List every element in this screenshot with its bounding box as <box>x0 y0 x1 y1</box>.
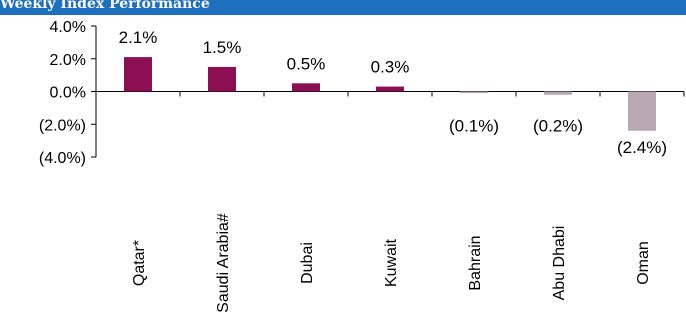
bar-kuwait <box>376 86 404 92</box>
bar-bahrain <box>460 91 488 94</box>
bar-oman <box>628 91 656 131</box>
y-tick-label: 2.0% <box>50 52 86 69</box>
category-label: Oman <box>635 241 652 285</box>
y-tick-label: (4.0%) <box>39 150 86 167</box>
chart-header-bar: Weekly Index Performance <box>0 0 686 15</box>
chart-title: Weekly Index Performance <box>0 0 210 12</box>
data-label: (0.1%) <box>449 117 499 136</box>
category-label: Saudi Arabia# <box>215 213 232 313</box>
y-tick-label: (2.0%) <box>39 117 86 134</box>
bar-saudi-arabia- <box>208 66 236 92</box>
data-label: (0.2%) <box>533 117 583 136</box>
data-label: (2.4%) <box>617 138 667 157</box>
category-label: Kuwait <box>383 238 400 287</box>
data-label: 1.5% <box>203 38 242 57</box>
category-label: Dubai <box>299 242 316 284</box>
bar-abu-dhabi <box>544 91 572 95</box>
data-label: 2.1% <box>119 28 158 47</box>
data-label: 0.3% <box>371 58 410 77</box>
bar-dubai <box>292 83 320 92</box>
category-label: Abu Dhabi <box>551 226 568 301</box>
data-label: 0.5% <box>287 54 326 73</box>
y-tick-label: 4.0% <box>50 19 86 36</box>
y-tick-label: 0.0% <box>50 85 86 102</box>
bar-qatar- <box>124 57 152 92</box>
category-label: Bahrain <box>467 235 484 290</box>
category-label: Qatar* <box>131 240 148 286</box>
